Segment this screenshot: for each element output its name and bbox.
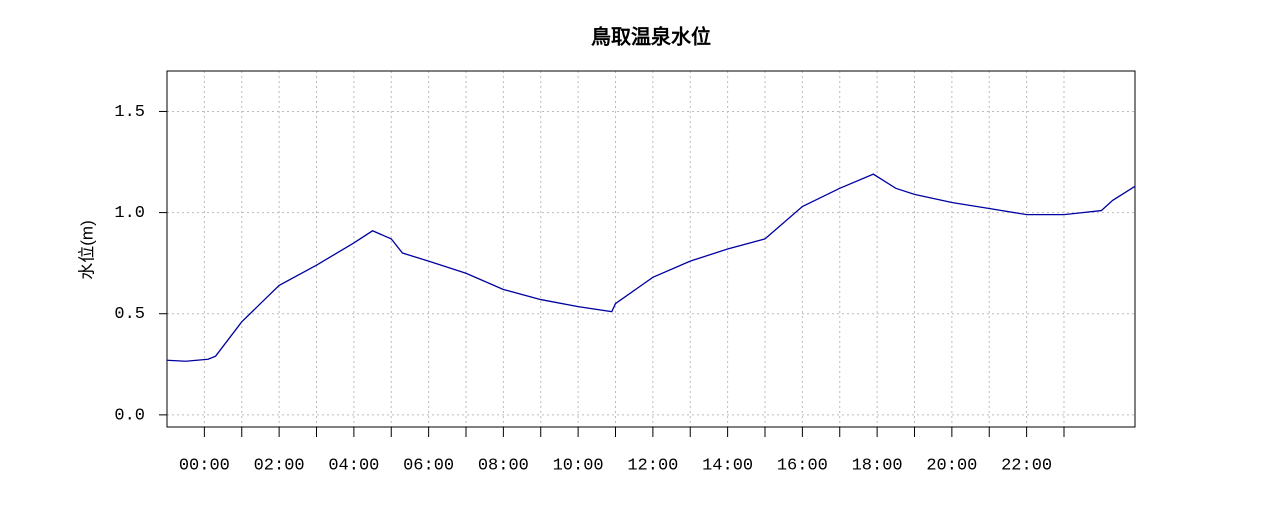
x-tick-label: 08:00 <box>478 456 529 475</box>
y-tick-label: 0.0 <box>114 406 145 425</box>
x-tick-label: 02:00 <box>254 456 305 475</box>
x-tick-label: 10:00 <box>553 456 604 475</box>
x-tick-label: 00:00 <box>179 456 230 475</box>
chart-title: 鳥取温泉水位 <box>591 24 711 48</box>
data-line <box>166 173 1136 362</box>
y-tick-label: 0.5 <box>114 305 145 324</box>
plot-frame <box>166 70 1136 428</box>
x-tick-label: 18:00 <box>852 456 903 475</box>
x-tick-label: 20:00 <box>926 456 977 475</box>
y-tick-label: 1.5 <box>114 103 145 122</box>
x-tick-label: 16:00 <box>777 456 828 475</box>
x-tick-label: 04:00 <box>328 456 379 475</box>
x-tick-label: 14:00 <box>702 456 753 475</box>
y-axis-label: 水位(m) <box>77 220 96 279</box>
x-tick-label: 06:00 <box>403 456 454 475</box>
x-tick-label: 12:00 <box>627 456 678 475</box>
y-tick-label: 1.0 <box>114 204 145 223</box>
x-tick-label: 22:00 <box>1001 456 1052 475</box>
